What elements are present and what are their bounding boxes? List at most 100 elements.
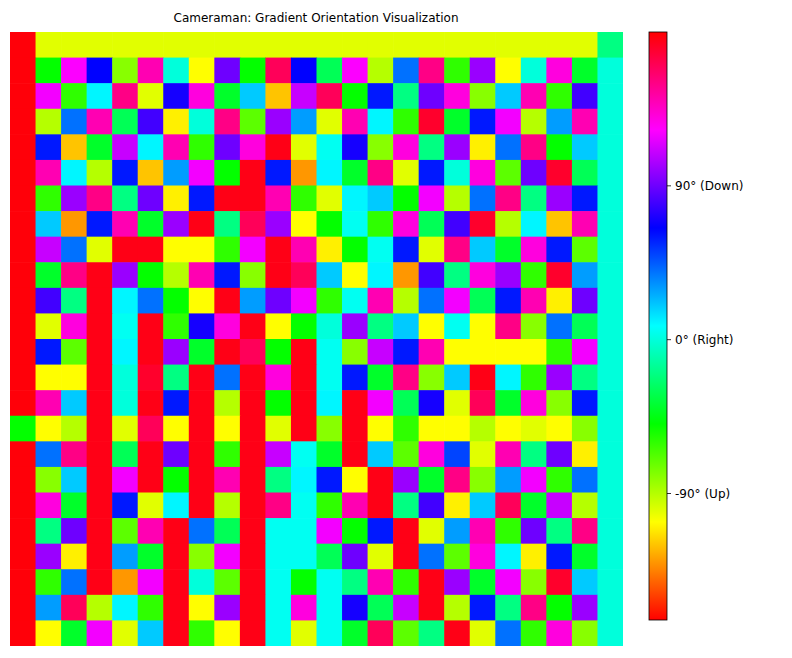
cell <box>393 186 419 212</box>
cell <box>470 186 496 212</box>
cell <box>36 313 62 339</box>
cell <box>368 134 394 160</box>
cell <box>368 467 394 493</box>
cell <box>291 441 317 467</box>
cell <box>572 390 598 416</box>
cell <box>163 288 189 314</box>
cell <box>214 365 240 391</box>
cell <box>265 518 291 544</box>
cell <box>189 518 215 544</box>
cell <box>597 569 623 595</box>
cell <box>546 390 572 416</box>
cell <box>291 134 317 160</box>
cell <box>546 518 572 544</box>
cell <box>265 339 291 365</box>
cell <box>265 109 291 135</box>
cell <box>138 109 164 135</box>
cell <box>36 620 62 646</box>
cell <box>470 109 496 135</box>
cell <box>470 493 496 519</box>
cell <box>597 390 623 416</box>
cell <box>61 569 87 595</box>
cell <box>214 620 240 646</box>
cell <box>521 467 547 493</box>
cell <box>265 416 291 442</box>
cell <box>521 237 547 263</box>
cell <box>138 518 164 544</box>
cell <box>597 83 623 109</box>
cell <box>470 134 496 160</box>
cell <box>546 339 572 365</box>
cell <box>112 313 138 339</box>
cell <box>546 288 572 314</box>
cell <box>291 211 317 237</box>
cell <box>291 288 317 314</box>
cell <box>342 32 368 58</box>
cell <box>36 595 62 621</box>
cell <box>265 237 291 263</box>
cell <box>342 544 368 570</box>
cell <box>444 134 470 160</box>
cell <box>444 211 470 237</box>
cell <box>521 441 547 467</box>
cell <box>10 186 36 212</box>
cell <box>138 493 164 519</box>
cell <box>163 569 189 595</box>
cell <box>189 595 215 621</box>
cell <box>317 441 343 467</box>
cell <box>470 160 496 186</box>
cell <box>240 262 266 288</box>
cell <box>546 237 572 263</box>
cell <box>240 134 266 160</box>
cell <box>36 160 62 186</box>
cell <box>138 160 164 186</box>
cell <box>444 544 470 570</box>
cell <box>10 288 36 314</box>
cell <box>495 32 521 58</box>
cell <box>36 262 62 288</box>
cell <box>342 595 368 621</box>
cell <box>470 313 496 339</box>
cell <box>291 160 317 186</box>
cell <box>495 518 521 544</box>
cell <box>470 518 496 544</box>
cell <box>61 237 87 263</box>
cell <box>87 109 113 135</box>
cell <box>163 134 189 160</box>
cell <box>87 58 113 84</box>
cell <box>521 544 547 570</box>
cell <box>240 620 266 646</box>
cell <box>393 441 419 467</box>
cell <box>240 365 266 391</box>
cell <box>342 390 368 416</box>
cell <box>368 390 394 416</box>
cell <box>572 544 598 570</box>
cell <box>61 313 87 339</box>
colorbar <box>649 32 667 620</box>
cell <box>495 211 521 237</box>
cell <box>138 262 164 288</box>
cell <box>189 237 215 263</box>
cell <box>291 32 317 58</box>
cell <box>597 313 623 339</box>
cell <box>10 237 36 263</box>
cell <box>572 32 598 58</box>
cell <box>112 365 138 391</box>
cell <box>368 160 394 186</box>
cell <box>368 186 394 212</box>
cell <box>495 544 521 570</box>
cell <box>240 237 266 263</box>
cell <box>470 569 496 595</box>
cell <box>368 339 394 365</box>
cell <box>112 493 138 519</box>
cell <box>470 339 496 365</box>
cell <box>214 313 240 339</box>
cell <box>36 32 62 58</box>
cell <box>61 390 87 416</box>
title: Cameraman: Gradient Orientation Visualiz… <box>174 11 459 25</box>
cell <box>265 467 291 493</box>
cell <box>597 595 623 621</box>
cell <box>368 211 394 237</box>
cell <box>419 595 445 621</box>
cell <box>317 569 343 595</box>
